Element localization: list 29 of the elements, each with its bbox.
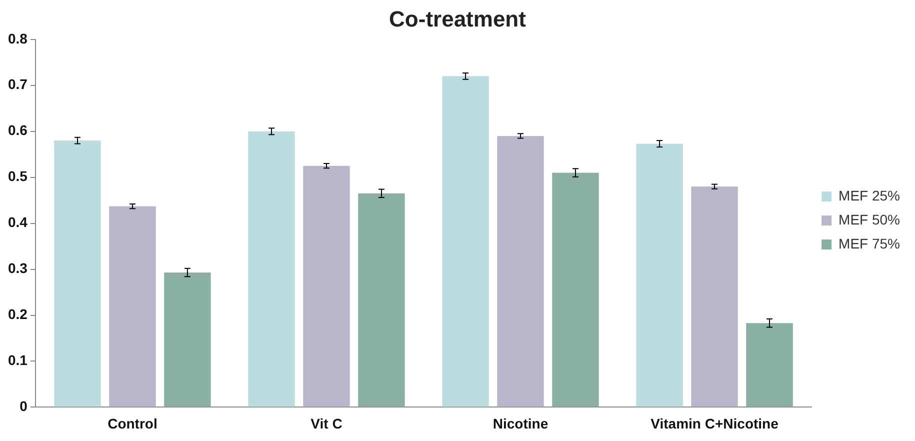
legend-label: MEF 50% xyxy=(838,211,900,228)
bar xyxy=(303,166,350,407)
bar xyxy=(552,172,599,407)
legend-label: MEF 75% xyxy=(838,235,900,252)
bar xyxy=(109,206,156,407)
x-tick-label: Vitamin C+Nicotine xyxy=(650,415,779,432)
x-tick-label: Nicotine xyxy=(492,415,548,432)
y-tick-label: 0.3 xyxy=(8,260,28,276)
bar xyxy=(358,193,405,407)
legend-label: MEF 25% xyxy=(838,187,900,204)
bar xyxy=(442,76,489,407)
chart-title: Co-treatment xyxy=(389,6,527,32)
y-tick-label: 0.7 xyxy=(8,76,28,92)
y-tick-label: 0.4 xyxy=(8,214,28,230)
bar xyxy=(248,131,295,407)
y-tick-label: 0.6 xyxy=(8,122,28,138)
y-tick-label: 0.1 xyxy=(8,352,28,368)
y-tick-label: 0.2 xyxy=(8,306,28,322)
bar xyxy=(746,323,793,407)
bar xyxy=(497,136,544,407)
y-tick-label: 0.5 xyxy=(8,168,28,184)
bar xyxy=(54,140,101,407)
x-tick-label: Control xyxy=(108,415,158,432)
y-tick-label: 0 xyxy=(20,398,28,414)
x-tick-label: Vit C xyxy=(310,415,342,432)
bar xyxy=(636,144,683,407)
bar xyxy=(691,186,738,407)
y-tick-label: 0.8 xyxy=(8,30,28,46)
bar xyxy=(164,272,211,407)
